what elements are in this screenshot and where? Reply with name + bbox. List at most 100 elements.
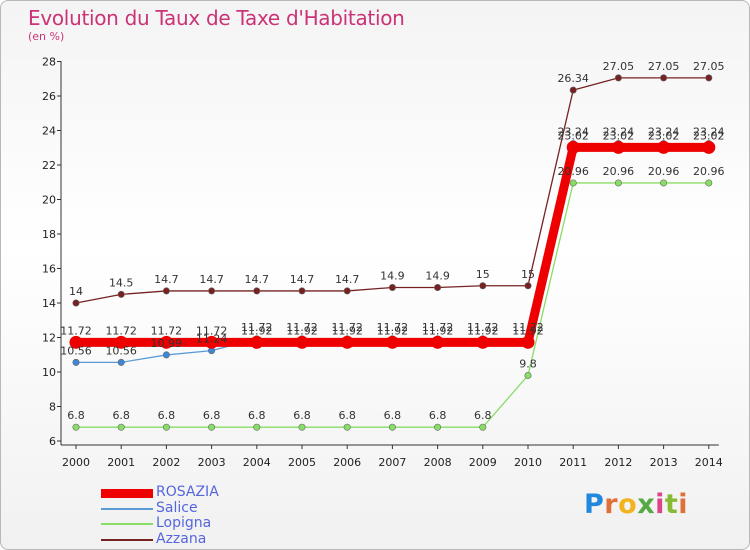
data-point-azzana <box>208 287 216 295</box>
data-label-azzana: 14.7 <box>290 273 315 286</box>
data-label-azzana: 14.7 <box>335 273 360 286</box>
y-tick-label: 10 <box>42 366 56 379</box>
data-point-rosazia <box>385 335 399 349</box>
y-tick-label: 24 <box>42 125 56 138</box>
data-point-azzana <box>117 290 125 298</box>
y-tick-label: 22 <box>42 159 56 172</box>
y-tick-label: 28 <box>42 56 56 69</box>
data-label-lopigna: 6.8 <box>474 409 492 422</box>
data-label-rosazia: 11.72 <box>151 324 183 337</box>
data-point-lopigna <box>660 179 668 187</box>
data-label-lopigna: 6.8 <box>384 409 402 422</box>
data-point-azzana <box>343 287 351 295</box>
data-label-salice: 10.56 <box>60 344 92 357</box>
data-point-salice <box>162 351 170 359</box>
data-point-lopigna <box>208 423 216 431</box>
data-label-lopigna: 6.8 <box>158 409 176 422</box>
data-point-lopigna <box>298 423 306 431</box>
data-point-azzana <box>569 86 577 94</box>
logo-letter: P <box>584 489 605 520</box>
y-tick-label: 16 <box>42 263 56 276</box>
logo-letter: r <box>604 489 619 520</box>
logo-letter: i <box>655 489 665 520</box>
data-label-lopigna: 6.8 <box>429 409 447 422</box>
data-label-azzana: 14.5 <box>109 276 134 289</box>
data-point-azzana <box>72 299 80 307</box>
data-label-azzana: 26.34 <box>557 72 589 85</box>
x-tick-label: 2007 <box>378 456 406 469</box>
data-label-salice: 11.24 <box>196 333 228 346</box>
x-tick-label: 2011 <box>559 456 587 469</box>
data-label-rosazia: 11.92 <box>286 324 318 337</box>
data-label-azzana: 15 <box>521 268 535 281</box>
x-tick-label: 2014 <box>695 456 723 469</box>
data-label-rosazia: 11.92 <box>512 324 544 337</box>
data-label-rosazia: 23.02 <box>693 129 725 142</box>
data-point-azzana <box>705 74 713 82</box>
proxiti-logo: Proxiti <box>584 489 688 520</box>
data-point-lopigna <box>343 423 351 431</box>
data-point-lopigna <box>569 179 577 187</box>
y-tick-label: 14 <box>42 297 56 310</box>
data-label-azzana: 14.7 <box>199 273 224 286</box>
data-label-salice: 11.72 <box>286 321 318 334</box>
x-tick-label: 2006 <box>333 456 361 469</box>
data-label-rosazia: 11.92 <box>331 324 363 337</box>
legend-label: Salice <box>156 499 198 516</box>
data-label-salice: 23.24 <box>693 126 725 139</box>
data-label-salice: 10.56 <box>105 344 137 357</box>
data-label-lopigna: 20.96 <box>557 165 589 178</box>
data-label-lopigna: 6.8 <box>293 409 311 422</box>
data-label-rosazia: 11.92 <box>467 324 499 337</box>
data-point-rosazia <box>295 335 309 349</box>
x-tick-label: 2001 <box>107 456 135 469</box>
legend-label: ROSAZIA <box>156 484 219 500</box>
data-label-azzana: 27.05 <box>648 60 680 73</box>
data-point-salice <box>72 358 80 366</box>
legend-label: Lopigna <box>156 515 212 531</box>
x-tick-label: 2009 <box>469 456 497 469</box>
logo-letter: t <box>664 489 679 520</box>
data-label-azzana: 14 <box>69 285 83 298</box>
chart-subtitle: (en %) <box>28 30 65 43</box>
x-tick-label: 2004 <box>243 456 271 469</box>
data-label-rosazia: 23.02 <box>648 129 680 142</box>
data-label-salice: 23.24 <box>648 126 680 139</box>
data-point-azzana <box>388 283 396 291</box>
data-point-azzana <box>162 287 170 295</box>
data-label-azzana: 14.9 <box>425 269 450 282</box>
data-point-rosazia <box>69 335 83 349</box>
y-tick-label: 8 <box>49 401 56 414</box>
legend-label: Azzana <box>156 530 207 547</box>
data-point-lopigna <box>524 371 532 379</box>
y-tick-label: 26 <box>42 90 56 103</box>
data-point-azzana <box>614 74 622 82</box>
x-tick-label: 2000 <box>62 456 90 469</box>
data-label-lopigna: 9.8 <box>519 357 537 370</box>
data-point-rosazia <box>340 335 354 349</box>
x-tick-label: 2003 <box>198 456 226 469</box>
y-tick-label: 12 <box>42 332 56 345</box>
data-point-lopigna <box>253 423 261 431</box>
data-label-rosazia: 11.92 <box>377 324 409 337</box>
data-label-lopigna: 6.8 <box>203 409 221 422</box>
data-label-lopigna: 6.8 <box>112 409 130 422</box>
data-label-lopigna: 6.8 <box>248 409 266 422</box>
y-tick-label: 6 <box>49 435 56 448</box>
data-point-azzana <box>479 282 487 290</box>
legend-swatch <box>101 523 153 525</box>
data-label-rosazia: 11.72 <box>60 324 92 337</box>
data-point-lopigna <box>72 423 80 431</box>
logo-letter: i <box>678 489 689 520</box>
data-point-lopigna <box>705 179 713 187</box>
data-label-azzana: 14.7 <box>245 273 270 286</box>
data-point-azzana <box>298 287 306 295</box>
data-point-salice <box>117 358 125 366</box>
data-label-rosazia: 11.72 <box>196 324 228 337</box>
data-point-lopigna <box>388 423 396 431</box>
y-tick-label: 18 <box>42 228 56 241</box>
data-point-azzana <box>524 282 532 290</box>
data-label-salice: 11.72 <box>422 321 454 334</box>
data-label-salice: 11.72 <box>331 321 363 334</box>
